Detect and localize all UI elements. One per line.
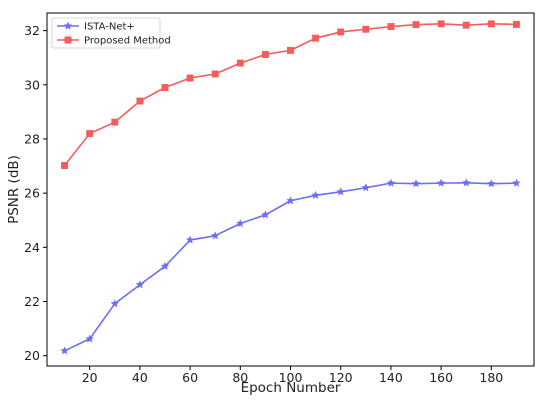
data-point: [135, 280, 145, 289]
plot-frame: [46, 12, 535, 367]
x-tick-label: 100: [279, 370, 303, 385]
data-point: [311, 190, 320, 199]
series-layer: [60, 20, 521, 355]
data-point: [436, 178, 446, 187]
legend-marker: [63, 21, 73, 30]
y-tick-label: 24: [24, 240, 40, 255]
data-point: [160, 261, 170, 270]
data-point: [512, 178, 521, 187]
y-tick-label: 28: [24, 131, 40, 146]
data-point: [386, 178, 396, 187]
legend-label: ISTA-Net+: [84, 22, 135, 33]
data-point: [211, 70, 219, 78]
data-point: [185, 235, 195, 244]
x-tick-label: 20: [82, 370, 98, 385]
data-point: [462, 21, 470, 29]
x-axis-label: Epoch Number: [241, 380, 341, 396]
series-ista-net-plus: [60, 178, 521, 355]
series-proposed-method: [61, 20, 520, 169]
data-point: [110, 299, 120, 308]
legend-marker: [64, 36, 72, 44]
data-point: [111, 118, 119, 126]
data-point: [86, 130, 94, 138]
data-point: [412, 21, 420, 29]
data-point: [487, 179, 496, 188]
data-point: [336, 187, 346, 196]
x-tick-label: 60: [182, 370, 198, 385]
data-point: [261, 50, 269, 58]
data-point: [261, 210, 270, 219]
x-tick-label: 120: [329, 370, 353, 385]
data-point: [236, 59, 244, 67]
data-point: [387, 23, 395, 30]
data-point: [60, 346, 69, 355]
y-tick-label: 20: [24, 348, 40, 363]
legend: ISTA-Net+ Proposed Method: [51, 17, 171, 49]
x-tick-label: 140: [379, 370, 403, 385]
data-point: [411, 179, 421, 188]
data-point: [287, 46, 294, 54]
data-point: [286, 196, 295, 205]
legend-label: Proposed Method: [84, 36, 171, 47]
y-tick-label: 22: [24, 294, 40, 309]
axis-ticks: 20 40 60 80 100 120 140 160 180 20 22 24 26 28 30 32: [24, 23, 503, 385]
data-point: [161, 84, 169, 91]
data-point: [362, 25, 370, 33]
x-tick-label: 40: [132, 370, 148, 385]
data-point: [361, 183, 371, 192]
data-point: [512, 20, 520, 28]
data-point: [437, 20, 445, 28]
data-point: [61, 162, 69, 169]
y-tick-label: 26: [24, 186, 40, 201]
data-point: [186, 74, 194, 82]
data-point: [337, 28, 345, 36]
data-point: [235, 218, 245, 228]
y-tick-label: 32: [24, 23, 40, 38]
data-point: [85, 334, 94, 343]
x-tick-label: 160: [429, 370, 453, 385]
y-axis-label: PSNR (dB): [6, 155, 22, 224]
data-point: [210, 231, 220, 240]
data-point: [312, 34, 320, 42]
data-point: [487, 20, 495, 28]
x-tick-label: 80: [232, 370, 248, 385]
data-point: [136, 97, 144, 105]
x-tick-label: 180: [479, 370, 503, 385]
data-point: [461, 178, 471, 187]
y-tick-label: 30: [24, 77, 40, 92]
